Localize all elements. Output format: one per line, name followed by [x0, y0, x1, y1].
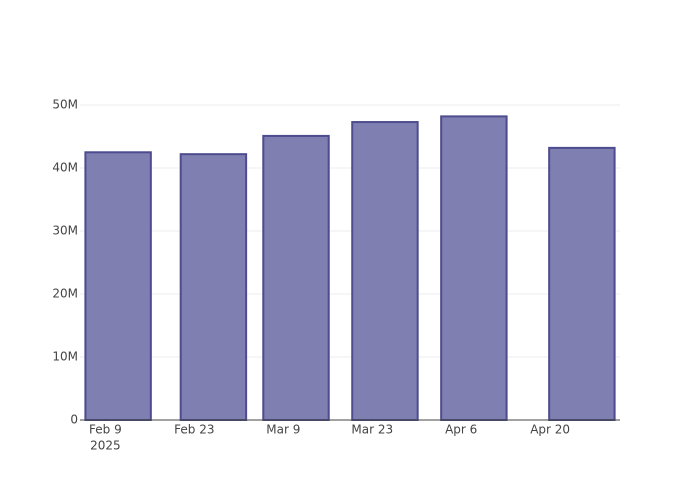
bar [548, 146, 616, 421]
x-tick-year: 2025 [90, 439, 121, 453]
x-tick-label: Apr 6 [445, 423, 477, 437]
y-tick-label: 40M [52, 161, 78, 175]
y-tick-label: 10M [52, 350, 78, 364]
x-tick-label: Feb 9 [89, 423, 122, 437]
x-tick-label: Apr 20 [530, 423, 570, 437]
x-tick-label: Feb 23 [174, 423, 214, 437]
bar [84, 151, 152, 421]
x-tick-label: Mar 23 [351, 423, 393, 437]
y-tick-label: 0 [70, 413, 78, 427]
y-tick-label: 30M [52, 224, 78, 238]
bar [179, 153, 248, 422]
bar [440, 115, 508, 421]
x-tick-label: Mar 9 [266, 423, 300, 437]
bar [351, 121, 419, 421]
bar [262, 134, 330, 421]
y-tick-label: 50M [52, 98, 78, 112]
y-tick-label: 20M [52, 287, 78, 301]
